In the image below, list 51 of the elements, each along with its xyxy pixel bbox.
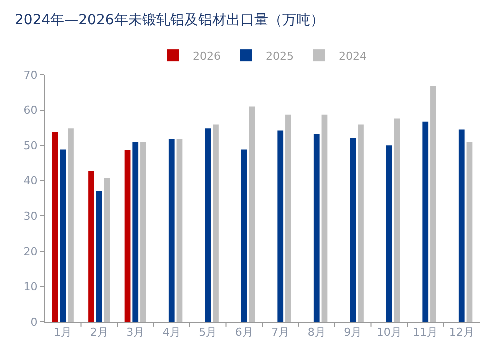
y-tick-label: 70 xyxy=(24,68,38,82)
y-tick-label: 10 xyxy=(24,280,38,294)
bar xyxy=(168,139,175,322)
bar xyxy=(60,150,66,322)
bar xyxy=(458,130,465,322)
y-tick-label: 40 xyxy=(24,174,38,188)
x-tick-label: 11月 xyxy=(413,326,438,340)
bar xyxy=(394,118,400,322)
bar xyxy=(314,134,320,322)
x-tick-label: 2月 xyxy=(90,326,108,340)
bar xyxy=(278,130,284,322)
y-tick-label: 30 xyxy=(24,210,38,223)
bar xyxy=(430,86,436,322)
legend-label: 2024 xyxy=(339,50,367,63)
bar xyxy=(140,142,146,322)
bar xyxy=(286,114,292,322)
bar xyxy=(52,132,58,322)
bar xyxy=(213,124,219,322)
bar xyxy=(322,114,328,322)
bar xyxy=(241,150,248,322)
bar xyxy=(176,139,183,322)
bar xyxy=(88,170,94,322)
chart-title: 2024年—2026年未锻轧铝及铝材出口量（万吨） xyxy=(15,12,324,28)
y-tick-label: 60 xyxy=(24,104,38,118)
x-tick-label: 6月 xyxy=(235,326,254,340)
y-tick-label: 20 xyxy=(24,245,38,258)
bar xyxy=(422,122,429,322)
bar xyxy=(96,191,102,322)
legend-label: 2025 xyxy=(266,50,294,63)
bar xyxy=(205,128,212,322)
x-tick-label: 9月 xyxy=(344,326,362,340)
x-tick-label: 7月 xyxy=(272,326,290,340)
bar xyxy=(132,142,139,322)
bar xyxy=(104,178,110,322)
x-tick-label: 5月 xyxy=(199,326,218,340)
x-tick-label: 3月 xyxy=(126,326,145,340)
x-tick-label: 1月 xyxy=(54,326,72,340)
bar xyxy=(350,138,356,322)
bar xyxy=(358,124,364,322)
y-tick-label: 50 xyxy=(24,139,38,152)
x-tick-label: 8月 xyxy=(308,326,326,340)
bar xyxy=(466,142,473,322)
x-tick-label: 4月 xyxy=(162,326,181,340)
x-tick-label: 10月 xyxy=(376,326,402,340)
bar xyxy=(386,146,392,322)
bar xyxy=(68,128,74,322)
bar xyxy=(249,106,256,322)
bar xyxy=(124,150,131,322)
x-tick-label: 12月 xyxy=(449,326,474,340)
legend-label: 2026 xyxy=(193,50,221,63)
y-tick-label: 0 xyxy=(30,316,38,329)
